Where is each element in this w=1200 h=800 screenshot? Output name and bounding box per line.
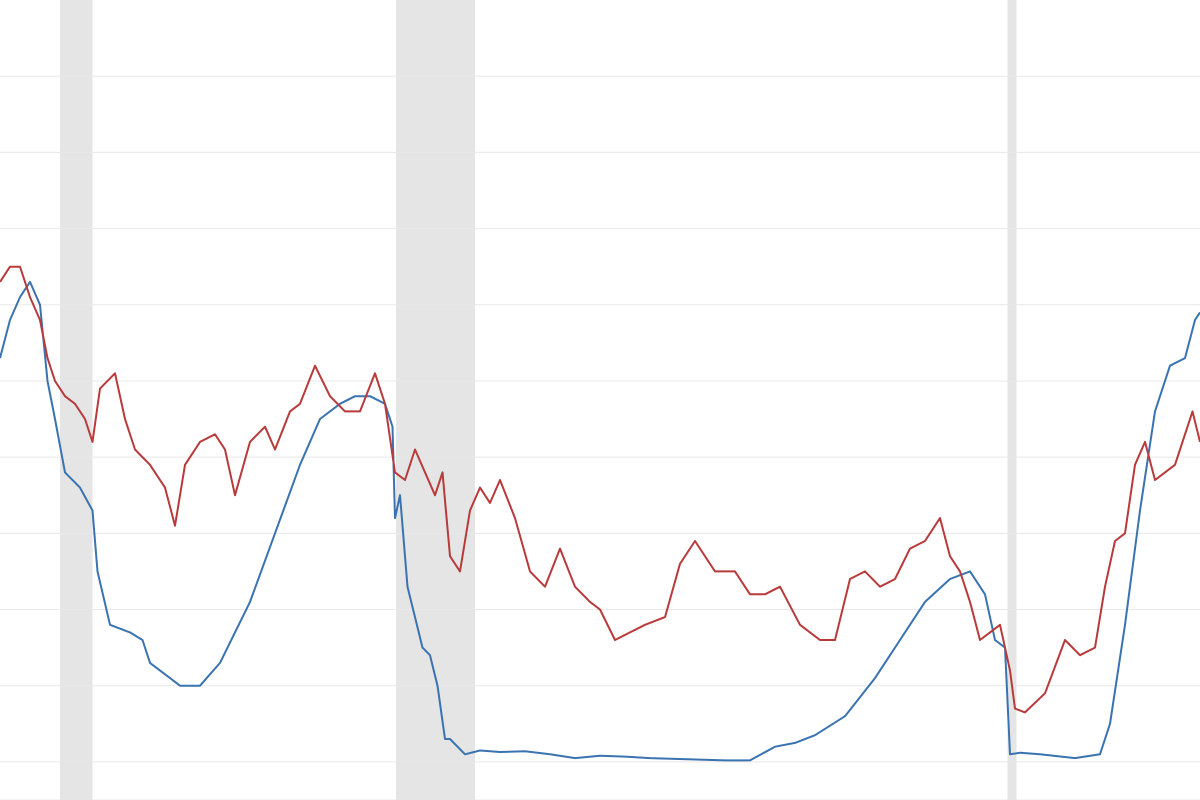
gridlines — [0, 75, 1200, 800]
series-line-1 — [0, 280, 1200, 762]
recession-band-3 — [1007, 0, 1017, 800]
series-lines — [0, 265, 1200, 762]
recession-bands — [60, 0, 1017, 800]
recession-band-2 — [396, 0, 475, 800]
series-line-2 — [0, 265, 1200, 714]
recession-band-1 — [60, 0, 93, 800]
